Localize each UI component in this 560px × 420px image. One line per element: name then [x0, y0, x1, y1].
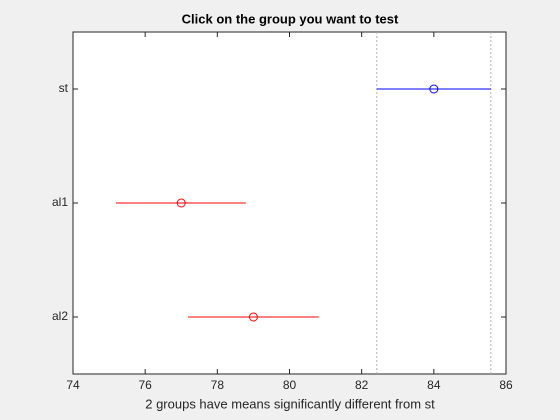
y-tick-label[interactable]: al2 — [52, 309, 68, 323]
mean-marker[interactable] — [248, 312, 258, 322]
chart-title: Click on the group you want to test — [182, 11, 399, 26]
mean-marker[interactable] — [176, 198, 186, 208]
mean-marker[interactable] — [429, 84, 439, 94]
x-tick-label: 84 — [427, 378, 441, 392]
x-tick-label: 82 — [355, 378, 369, 392]
x-tick-label: 76 — [138, 378, 152, 392]
x-tick-label: 78 — [211, 378, 225, 392]
y-tick-label[interactable]: st — [59, 81, 69, 95]
x-tick-label: 80 — [283, 378, 297, 392]
x-tick-label: 86 — [499, 378, 513, 392]
y-tick-label[interactable]: al1 — [52, 195, 68, 209]
x-tick-label: 74 — [66, 378, 80, 392]
x-axis-label: 2 groups have means significantly differ… — [145, 396, 435, 411]
